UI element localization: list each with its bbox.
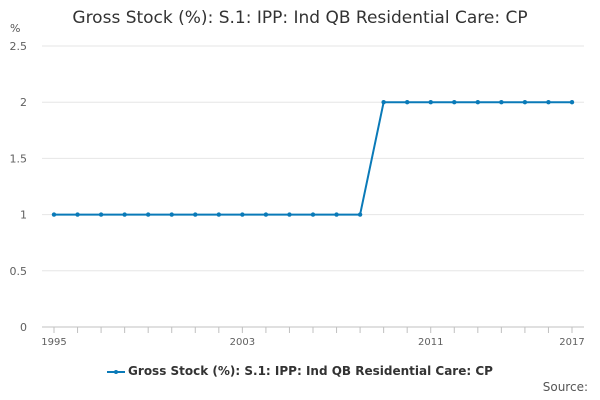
data-point	[263, 212, 269, 217]
x-tick-label: 2017	[559, 337, 584, 348]
data-point	[310, 212, 316, 217]
data-point	[334, 212, 339, 217]
data-point	[98, 212, 104, 217]
data-point	[522, 100, 528, 105]
data-point	[75, 212, 80, 217]
y-tick-label: 1.5	[10, 152, 28, 165]
data-point	[381, 100, 386, 105]
data-point	[452, 100, 457, 105]
data-point	[428, 100, 433, 105]
data-point	[122, 212, 127, 217]
data-point	[357, 212, 363, 217]
data-point	[569, 100, 575, 105]
data-point	[145, 212, 151, 217]
data-point	[287, 212, 292, 217]
y-tick-label: 0	[20, 321, 27, 334]
chart-title: Gross Stock (%): S.1: IPP: Ind QB Reside…	[72, 8, 528, 28]
series-plot	[51, 100, 575, 217]
source-label: Source:	[542, 380, 588, 394]
data-point	[404, 100, 410, 105]
y-axis-ticks: 0 0.5 1 1.5 2 2.5	[10, 40, 28, 334]
data-point	[546, 100, 551, 105]
x-axis: 1995 2003 2011 2017	[41, 326, 585, 348]
y-tick-label: 0.5	[10, 265, 28, 278]
x-tick-label: 2003	[230, 337, 255, 348]
x-tick-label: 1995	[41, 337, 66, 348]
y-tick-label: 1	[20, 209, 27, 222]
data-point	[216, 212, 222, 217]
legend-label: Gross Stock (%): S.1: IPP: Ind QB Reside…	[128, 364, 493, 378]
data-point	[475, 100, 481, 105]
y-tick-label: 2.5	[10, 40, 28, 53]
data-point	[51, 212, 57, 217]
y-tick-label: 2	[20, 96, 27, 109]
x-tick-label: 2011	[418, 337, 443, 348]
legend[interactable]: Gross Stock (%): S.1: IPP: Ind QB Reside…	[0, 364, 600, 378]
y-axis-unit-label: %	[10, 22, 21, 35]
data-point	[499, 100, 504, 105]
legend-swatch	[107, 367, 126, 377]
data-point	[193, 212, 198, 217]
data-point	[240, 212, 245, 217]
grid-lines	[42, 45, 584, 272]
data-point	[169, 212, 174, 217]
